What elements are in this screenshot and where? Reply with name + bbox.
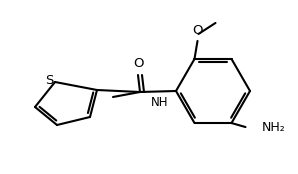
Text: NH₂: NH₂ [262,121,285,133]
Text: O: O [133,57,143,70]
Text: S: S [45,74,53,88]
Text: NH: NH [151,97,169,109]
Text: O: O [192,24,203,37]
